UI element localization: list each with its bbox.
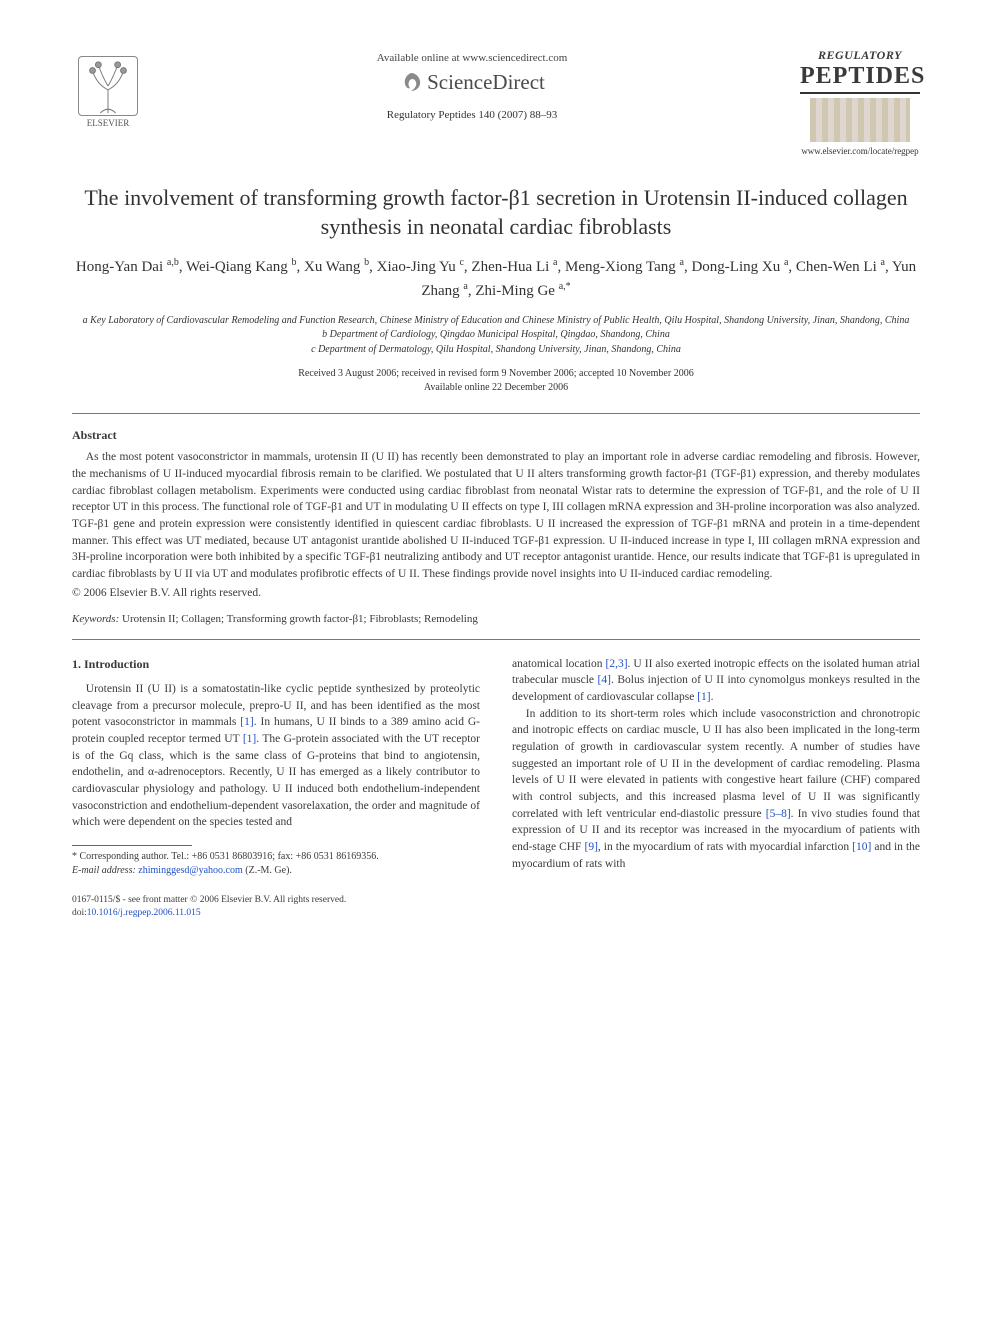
page-header: ELSEVIER Available online at www.science… <box>72 48 920 156</box>
abstract-body: As the most potent vasoconstrictor in ma… <box>72 449 920 582</box>
available-online-text: Available online at www.sciencedirect.co… <box>144 52 800 64</box>
intro-heading: 1. Introduction <box>72 656 480 673</box>
article-dates: Received 3 August 2006; received in revi… <box>72 367 920 395</box>
ref-link[interactable]: [2,3] <box>606 658 628 670</box>
ref-link[interactable]: [1] <box>243 733 256 745</box>
ref-link[interactable]: [9] <box>584 841 597 853</box>
affiliations: a Key Laboratory of Cardiovascular Remod… <box>72 314 920 358</box>
footer-block: 0167-0115/$ - see front matter © 2006 El… <box>72 894 480 920</box>
intro-paragraph-1: Urotensin II (U II) is a somatostatin-li… <box>72 681 480 831</box>
sciencedirect-icon <box>399 71 423 95</box>
elsevier-logo: ELSEVIER <box>72 48 144 128</box>
email-address[interactable]: zhiminggesd@yahoo.com <box>138 865 242 876</box>
email-tail: (Z.-M. Ge). <box>243 865 292 876</box>
elsevier-label: ELSEVIER <box>87 118 130 128</box>
journal-url: www.elsevier.com/locate/regpep <box>800 146 920 156</box>
affiliation-b: b Department of Cardiology, Qingdao Muni… <box>72 328 920 343</box>
cover-regulatory-text: REGULATORY <box>800 48 920 63</box>
sciencedirect-logo: ScienceDirect <box>399 70 545 95</box>
keywords-text: Urotensin II; Collagen; Transforming gro… <box>119 613 478 625</box>
email-label: E-mail address: <box>72 865 136 876</box>
online-date: Available online 22 December 2006 <box>72 381 920 395</box>
issn-line: 0167-0115/$ - see front matter © 2006 El… <box>72 894 480 907</box>
footnote-divider <box>72 845 192 846</box>
abstract-heading: Abstract <box>72 428 920 443</box>
journal-cover: REGULATORY PEPTIDES www.elsevier.com/loc… <box>800 48 920 156</box>
left-column: 1. Introduction Urotensin II (U II) is a… <box>72 656 480 920</box>
journal-reference: Regulatory Peptides 140 (2007) 88–93 <box>144 109 800 121</box>
ref-link[interactable]: [1] <box>697 691 710 703</box>
right-column: anatomical location [2,3]. U II also exe… <box>512 656 920 920</box>
ref-link[interactable]: [4] <box>598 674 611 686</box>
article-title: The involvement of transforming growth f… <box>72 184 920 241</box>
ref-link[interactable]: [10] <box>852 841 871 853</box>
author-list: Hong-Yan Dai a,b, Wei-Qiang Kang b, Xu W… <box>72 255 920 304</box>
ref-link[interactable]: [1] <box>240 716 253 728</box>
affiliation-c: c Department of Dermatology, Qilu Hospit… <box>72 343 920 358</box>
keywords-label: Keywords: <box>72 613 119 625</box>
received-date: Received 3 August 2006; received in revi… <box>72 367 920 381</box>
doi-link[interactable]: 10.1016/j.regpep.2006.11.015 <box>87 908 201 918</box>
keywords: Keywords: Urotensin II; Collagen; Transf… <box>72 613 920 625</box>
sciencedirect-text: ScienceDirect <box>427 70 545 95</box>
intro-paragraph-2: In addition to its short-term roles whic… <box>512 706 920 873</box>
abstract-copyright: © 2006 Elsevier B.V. All rights reserved… <box>72 587 920 599</box>
intro-paragraph-1-cont: anatomical location [2,3]. U II also exe… <box>512 656 920 706</box>
header-center: Available online at www.sciencedirect.co… <box>144 48 800 121</box>
footnotes: * Corresponding author. Tel.: +86 0531 8… <box>72 850 480 878</box>
cover-peptides-text: PEPTIDES <box>800 63 920 94</box>
divider <box>72 639 920 640</box>
ref-link[interactable]: [5–8] <box>766 808 791 820</box>
cover-thumbnail <box>810 98 910 142</box>
corresponding-author: * Corresponding author. Tel.: +86 0531 8… <box>72 850 480 864</box>
affiliation-a: a Key Laboratory of Cardiovascular Remod… <box>72 314 920 329</box>
divider <box>72 413 920 414</box>
email-line: E-mail address: zhiminggesd@yahoo.com (Z… <box>72 864 480 878</box>
elsevier-tree-icon <box>78 56 138 116</box>
body-columns: 1. Introduction Urotensin II (U II) is a… <box>72 656 920 920</box>
doi-line: doi:10.1016/j.regpep.2006.11.015 <box>72 907 480 920</box>
